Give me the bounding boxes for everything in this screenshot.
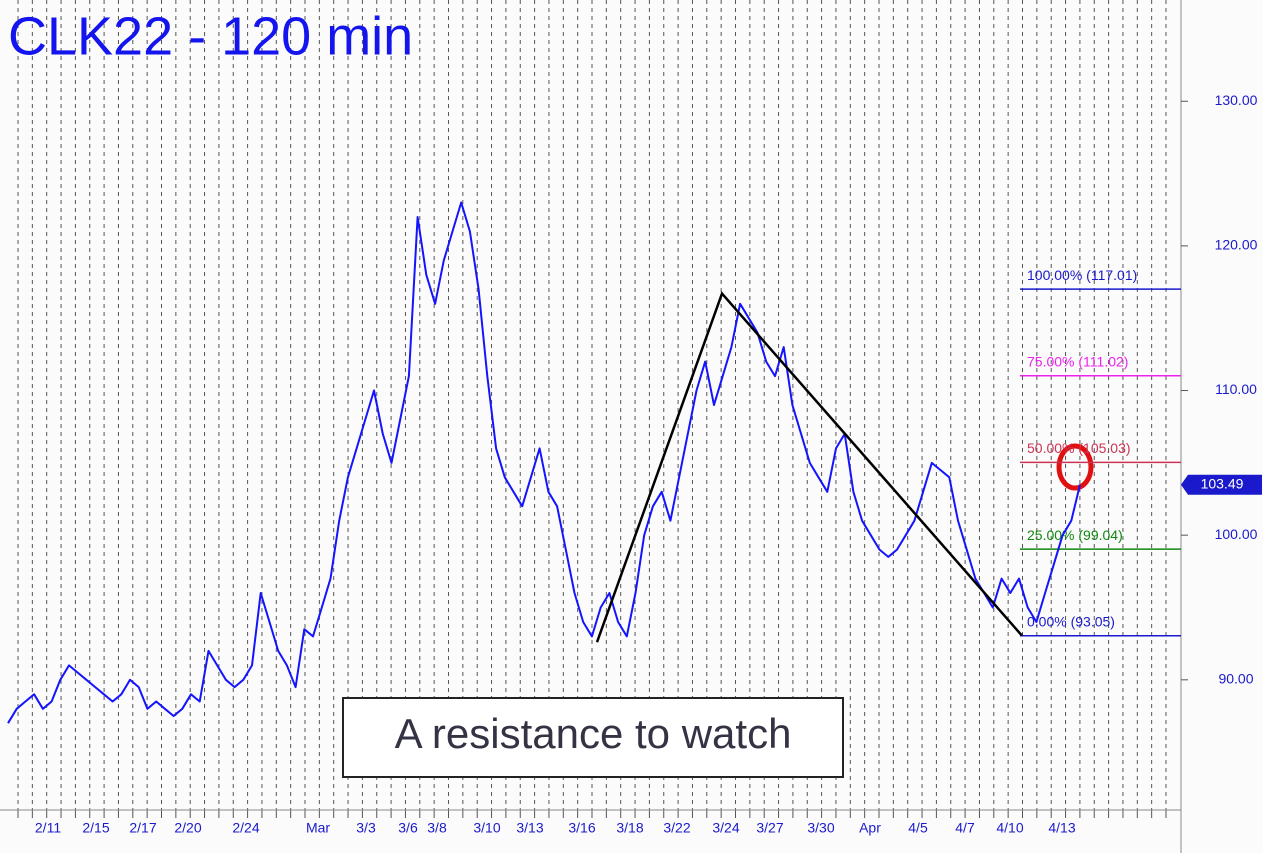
x-tick-label: 3/27 [756,820,783,836]
y-tick-label: 130.00 [1215,92,1258,108]
x-tick-label: Apr [859,820,881,836]
x-tick-label: 4/10 [996,820,1023,836]
x-tick-label: 3/8 [427,820,447,836]
x-tick-label: 4/13 [1048,820,1075,836]
trendline [595,291,1023,643]
fib-label: 50.00% (105.03) [1027,440,1131,456]
x-tick-label: 3/22 [663,820,690,836]
y-tick-label: 90.00 [1218,671,1253,687]
annotation-text: A resistance to watch [395,710,792,757]
fib-label: 100.00% (117.01) [1027,267,1137,283]
x-tick-label: 3/16 [568,820,595,836]
x-tick-label: 3/10 [473,820,500,836]
x-tick-label: 4/7 [955,820,975,836]
day-separators [17,0,1167,818]
annotation-box [342,697,844,778]
x-tick-label: 3/30 [807,820,834,836]
y-tick-label: 120.00 [1215,237,1258,253]
y-tick-label: 100.00 [1215,526,1258,542]
fib-label: 25.00% (99.04) [1027,527,1123,543]
fib-label: 75.00% (111.02) [1027,353,1128,369]
x-tick-label: Mar [306,820,330,836]
x-tick-label: 3/6 [398,820,418,836]
x-tick-label: 2/20 [174,820,201,836]
highlight-ellipse [1056,443,1094,491]
x-tick-label: 2/24 [232,820,259,836]
fib-label: 0.00% (93.05) [1027,613,1115,629]
price-tag [1181,474,1262,495]
x-tick-label: 3/24 [712,820,739,836]
x-tick-label: 2/15 [82,820,109,836]
x-tick-label: 3/13 [516,820,543,836]
x-tick-label: 2/11 [35,820,61,836]
x-tick-label: 3/18 [616,820,643,836]
price-line [7,201,1081,724]
y-tick-label: 110.00 [1215,381,1257,397]
x-tick-label: 3/3 [356,820,376,836]
chart-title: CLK22 - 120 min [8,6,413,66]
x-tick-label: 4/5 [908,820,928,836]
price-tag-label: 103.49 [1201,475,1244,491]
x-tick-label: 2/17 [129,820,156,836]
